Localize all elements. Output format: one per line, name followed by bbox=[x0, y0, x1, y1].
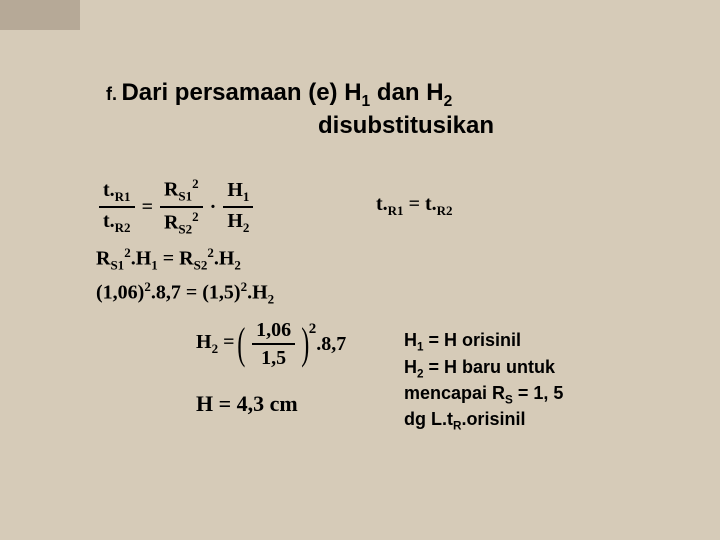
note-line2: H2 = H baru untuk bbox=[404, 356, 644, 382]
heading-text-a: Dari persamaan (e) H bbox=[121, 79, 361, 106]
eq4-eq: = bbox=[218, 331, 234, 353]
eq2-l1s: S1 bbox=[110, 258, 124, 273]
eq1-m1d-b: S2 bbox=[178, 222, 192, 237]
heading-sub1: 1 bbox=[362, 93, 371, 110]
eq3-lp2: ( bbox=[202, 282, 209, 304]
eq1-equals: = bbox=[138, 196, 157, 219]
eq3-rv: 1,5 bbox=[209, 282, 234, 304]
equation-1b: t.R1 = t.R2 bbox=[376, 193, 453, 219]
eq1b-d: R2 bbox=[437, 203, 453, 218]
eq2-r1: R bbox=[179, 248, 193, 270]
eq1-m1n-a: R bbox=[164, 179, 178, 201]
equation-2: RS12.H1 = RS22.H2 bbox=[96, 245, 241, 274]
eq3-h2s: 2 bbox=[268, 292, 275, 307]
note-line1: H1 = H orisinil bbox=[404, 329, 644, 355]
equation-5: H = 4,3 cm bbox=[196, 391, 298, 417]
eq1-m2n-b: 1 bbox=[243, 189, 250, 204]
eq4-paren-frac: ( 1,06 1,5 ) 2 bbox=[234, 319, 316, 369]
heading-text-b: dan H bbox=[370, 79, 443, 106]
note-l4a: dg L.t bbox=[404, 409, 453, 429]
eq2-dot1: .H bbox=[131, 248, 152, 270]
note-l2b: = H baru untuk bbox=[424, 357, 556, 377]
eq2-eq: = bbox=[158, 248, 179, 270]
eq1-lhs-num-a: t. bbox=[103, 179, 115, 201]
eq1-m2n-a: H bbox=[227, 179, 243, 201]
eq1-m2d-a: H bbox=[227, 210, 243, 232]
note-l3a: mencapai R bbox=[404, 383, 505, 403]
eq4-lhs-a: H bbox=[196, 331, 212, 353]
eq3-lv: 1,06 bbox=[103, 282, 138, 304]
equation-3: (1,06)2.8,7 = (1,5)2.H2 bbox=[96, 279, 274, 308]
heading-line2: disubstitusikan bbox=[318, 111, 636, 141]
heading: f. Dari persamaan (e) H1 dan H2 disubsti… bbox=[106, 78, 636, 141]
legend-note: H1 = H orisinil H2 = H baru untuk mencap… bbox=[404, 329, 644, 434]
eq4-den: 1,5 bbox=[257, 347, 290, 369]
heading-line1: f. Dari persamaan (e) H1 dan H2 bbox=[106, 78, 636, 111]
note-l3s: S bbox=[505, 393, 513, 406]
eq1b-eq: = bbox=[404, 193, 425, 215]
eq1b-a: t. bbox=[376, 193, 388, 215]
eq3-mul1: .8,7 bbox=[151, 282, 181, 304]
note-l1a: H bbox=[404, 330, 417, 350]
eq2-h2s: 2 bbox=[234, 258, 241, 273]
note-l4b: .orisinil bbox=[461, 409, 525, 429]
eq3-lp: ( bbox=[96, 282, 103, 304]
eq3-mul2: .H bbox=[247, 282, 268, 304]
note-l1b: = H orisinil bbox=[424, 330, 522, 350]
eq1-m2-frac: H1 H2 bbox=[223, 179, 253, 236]
eq1-m2d-b: 2 bbox=[243, 220, 250, 235]
eq1-m1n-sup: 2 bbox=[192, 176, 199, 191]
heading-sub2: 2 bbox=[444, 93, 453, 110]
eq2-r1s: S2 bbox=[194, 258, 208, 273]
eq1-lhs-num-b: R1 bbox=[115, 189, 131, 204]
eq2-dot2: .H bbox=[214, 248, 235, 270]
eq2-l1: R bbox=[96, 248, 110, 270]
eq4-rparen: ) bbox=[301, 329, 309, 360]
note-line3: mencapai RS = 1, 5 bbox=[404, 382, 644, 408]
equation-1: t.R1 t.R2 = RS12 RS22 · H1 H2 bbox=[96, 177, 256, 237]
eq4-tail: .8,7 bbox=[316, 333, 346, 356]
eq3-rp2: ) bbox=[234, 282, 241, 304]
note-l3b: = 1, 5 bbox=[513, 383, 564, 403]
equation-4: H 2 = ( 1,06 1,5 ) 2 .8,7 bbox=[196, 319, 346, 369]
eq4-num: 1,06 bbox=[252, 319, 295, 341]
eq1-m1d-a: R bbox=[164, 212, 178, 234]
eq1-m1-frac: RS12 RS22 bbox=[160, 177, 203, 237]
eq1-lhs-frac: t.R1 t.R2 bbox=[99, 179, 135, 236]
eq1-lhs-den-a: t. bbox=[103, 210, 115, 232]
eq1-dot: · bbox=[206, 196, 221, 219]
eq4-sup: 2 bbox=[309, 321, 317, 338]
eq1-m1d-sup: 2 bbox=[192, 209, 199, 224]
eq1b-b: R1 bbox=[388, 203, 404, 218]
eq3-eq: = bbox=[181, 282, 202, 304]
slide-content: f. Dari persamaan (e) H1 dan H2 disubsti… bbox=[106, 78, 636, 489]
eq1b-c: t. bbox=[425, 193, 437, 215]
eq1-m1n-b: S1 bbox=[178, 189, 192, 204]
equations-area: t.R1 t.R2 = RS12 RS22 · H1 H2 t.R1 = t.R… bbox=[106, 169, 636, 489]
note-l2a: H bbox=[404, 357, 417, 377]
note-line4: dg L.tR.orisinil bbox=[404, 408, 644, 434]
eq1-lhs-den-b: R2 bbox=[115, 220, 131, 235]
heading-lead: f. bbox=[106, 84, 117, 104]
eq4-lparen: ( bbox=[238, 329, 246, 360]
